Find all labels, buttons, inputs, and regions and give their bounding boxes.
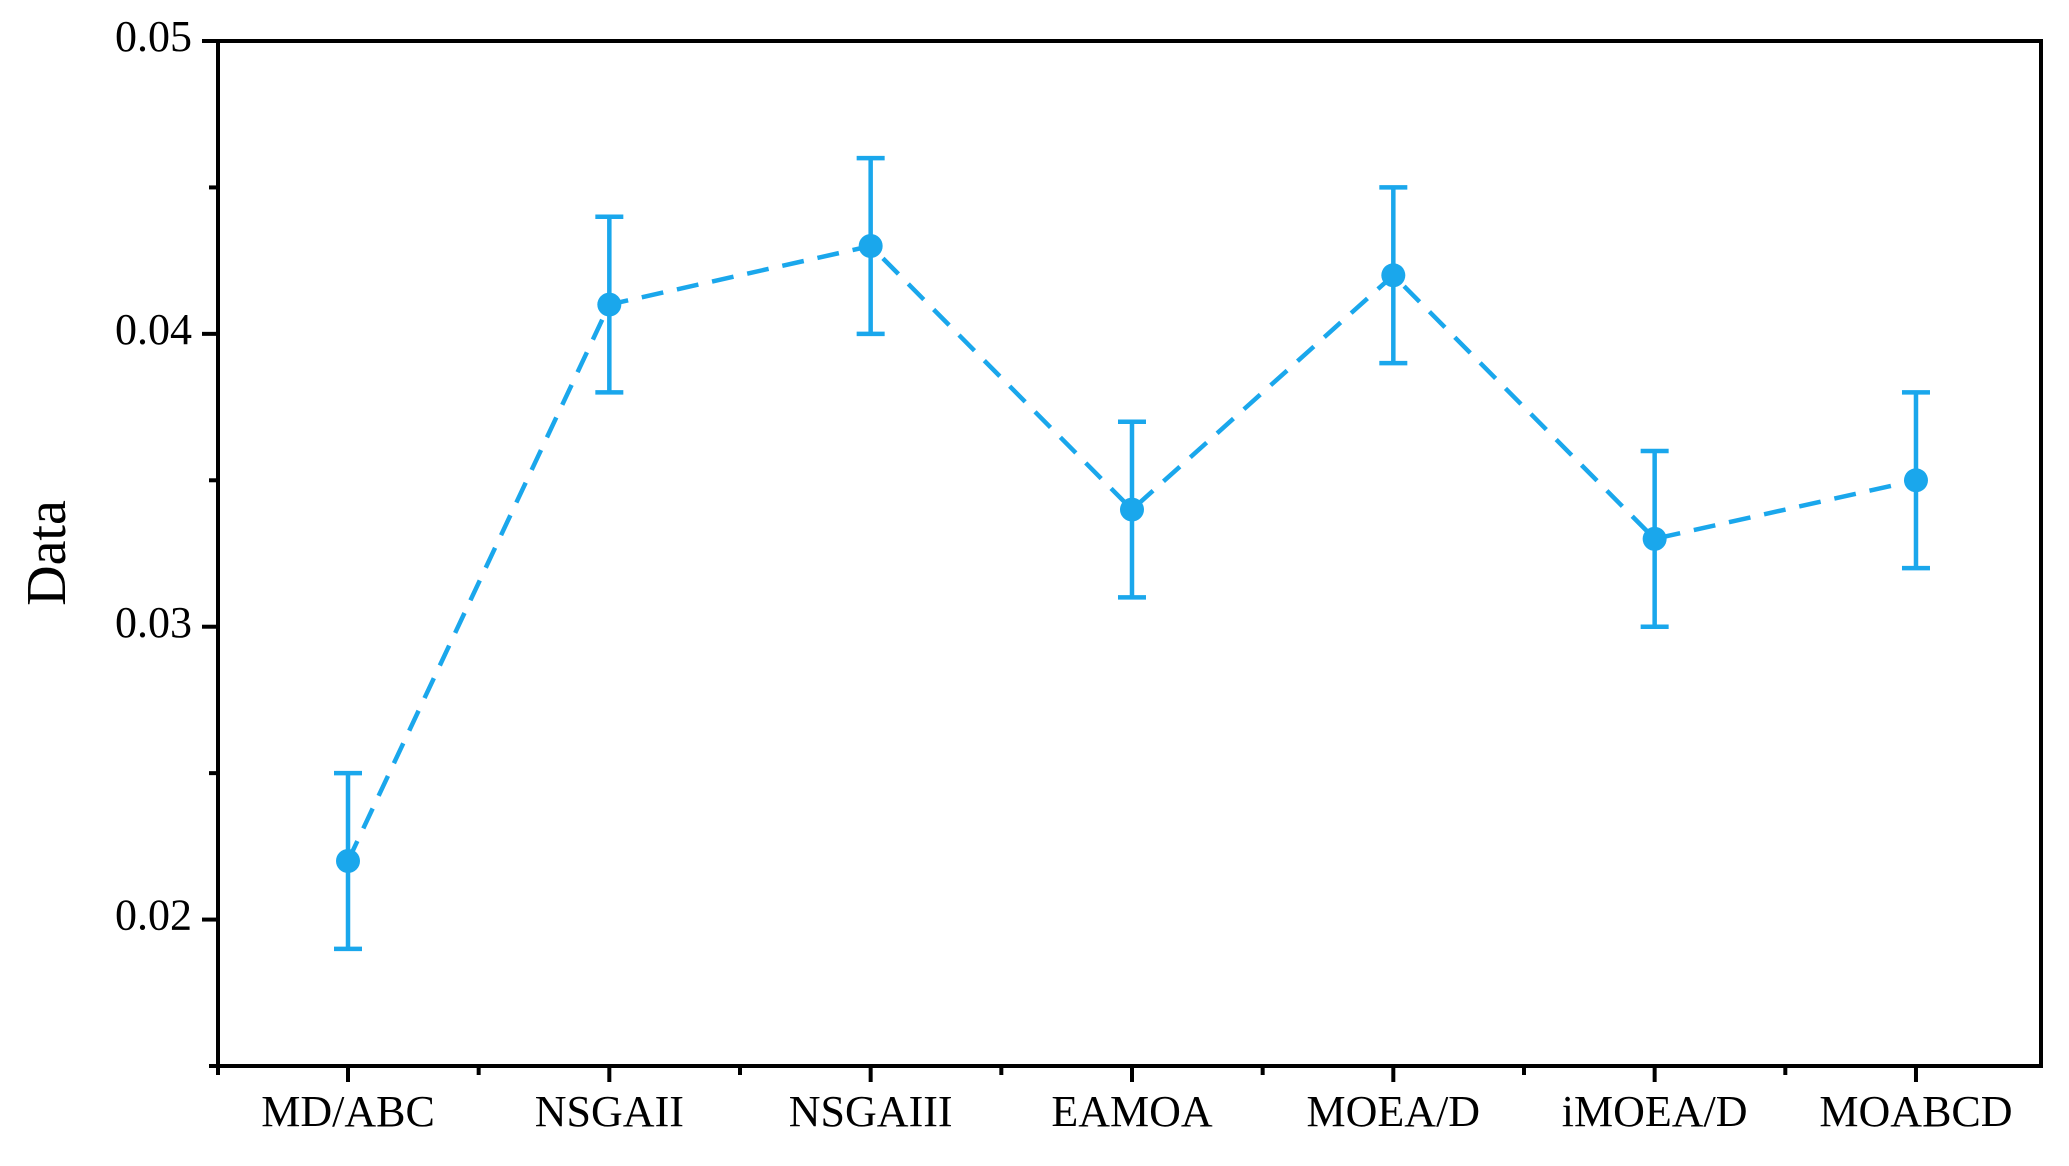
x-tick-label: EAMOA	[1051, 1087, 1213, 1136]
data-point	[1381, 263, 1406, 288]
data-point	[1119, 497, 1144, 522]
x-tick-label: MD/ABC	[261, 1087, 435, 1136]
x-tick-label: MOEA/D	[1307, 1087, 1481, 1136]
plot-layer	[334, 155, 1930, 952]
plot-frame	[216, 39, 2043, 1068]
x-tick-label: MOABCD	[1819, 1087, 2012, 1136]
data-point	[597, 292, 622, 317]
y-tick-label: 0.05	[115, 12, 192, 61]
y-tick-label: 0.02	[115, 891, 192, 940]
y-tick-label: 0.03	[115, 598, 192, 647]
axes-layer: 0.02 0.03 0.04 0.05 MD/ABC NSGAII NSGAIII EAMOA…	[115, 12, 2013, 1136]
data-point	[336, 849, 360, 873]
y-axis-title: Data	[16, 500, 78, 606]
y-tick-label: 0.04	[115, 305, 192, 354]
x-tick-label: NSGAII	[535, 1087, 684, 1136]
data-point	[1642, 526, 1667, 551]
data-point	[1903, 468, 1928, 493]
x-tick-label: NSGAIII	[789, 1087, 953, 1136]
data-point	[858, 234, 883, 258]
x-tick-label: iMOEA/D	[1562, 1087, 1748, 1136]
